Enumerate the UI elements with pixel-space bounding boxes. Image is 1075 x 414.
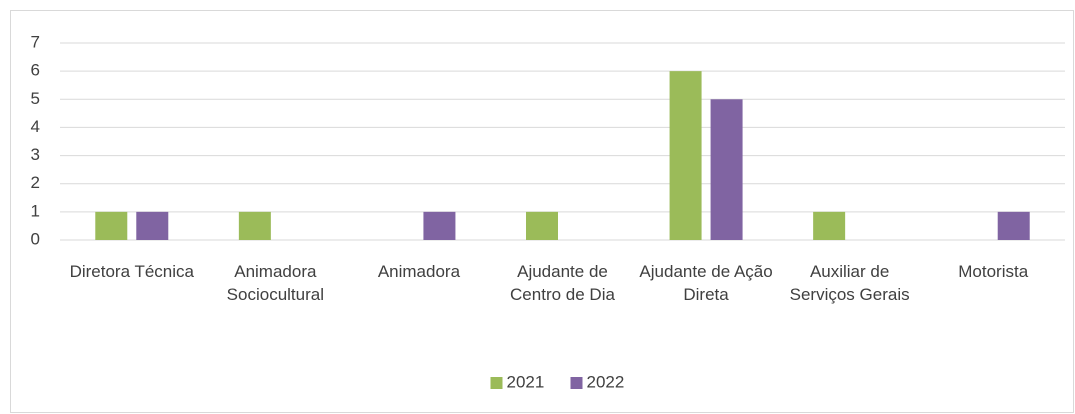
y-tick-label: 5: [31, 89, 40, 108]
bar: [136, 211, 169, 240]
chart-border: [10, 10, 1074, 413]
x-tick-label: Ajudante de Ação Direta: [639, 262, 773, 304]
y-tick-label: 4: [31, 117, 40, 136]
y-tick-label: 6: [31, 61, 40, 80]
bar: [669, 71, 702, 241]
bar: [813, 211, 846, 240]
legend-swatch: [570, 377, 583, 389]
x-tick-label: Motorista: [958, 262, 1029, 281]
x-tick-label: Animadora: [377, 262, 461, 281]
x-tick-label: Animadora Sociocultural: [226, 262, 324, 304]
x-tick-label: Diretora Técnica: [69, 262, 194, 281]
legend-label: 2021: [507, 372, 545, 391]
y-tick-label: 0: [31, 229, 40, 248]
legend-swatch: [490, 377, 503, 389]
bar: [238, 211, 271, 240]
x-tick-label: Ajudante de Centro de Dia: [510, 262, 615, 304]
y-tick-label: 3: [31, 145, 40, 164]
y-tick-label: 2: [31, 173, 40, 192]
bar: [997, 211, 1030, 240]
x-tick-label: Auxiliar de Serviços Gerais: [789, 262, 910, 304]
legend-label: 2022: [587, 372, 625, 391]
y-tick-label: 1: [31, 201, 40, 220]
y-tick-label: 7: [31, 32, 40, 51]
bar: [95, 211, 128, 240]
bar: [526, 211, 558, 240]
bar: [710, 99, 743, 241]
bar: [423, 211, 456, 240]
